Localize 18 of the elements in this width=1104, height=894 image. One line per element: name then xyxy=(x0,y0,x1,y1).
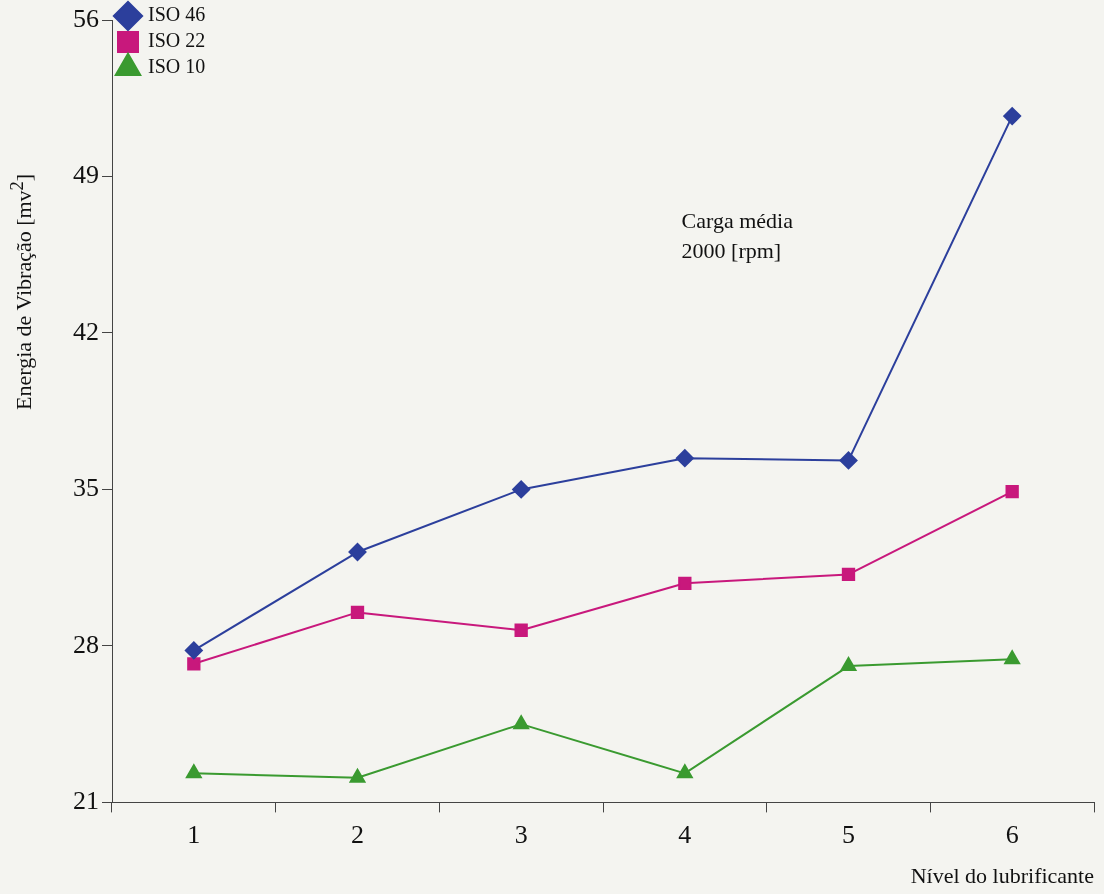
legend-label: ISO 10 xyxy=(148,55,206,78)
y-tick-label: 28 xyxy=(73,629,99,659)
y-tick-label: 42 xyxy=(73,316,99,346)
x-tick-label: 4 xyxy=(678,819,692,849)
y-tick-label: 56 xyxy=(73,3,99,33)
x-tick-label: 3 xyxy=(514,819,528,849)
x-tick-label: 5 xyxy=(842,819,855,849)
x-tick-label: 2 xyxy=(351,819,364,849)
y-tick-label: 21 xyxy=(73,786,99,816)
x-axis-title: Nível do lubrificante xyxy=(910,862,1094,888)
x-tick-label: 1 xyxy=(187,819,201,849)
legend-label: ISO 46 xyxy=(148,3,206,26)
y-tick-label: 35 xyxy=(73,473,99,503)
y-tick-label: 49 xyxy=(73,160,99,190)
x-tick-label: 6 xyxy=(1005,819,1019,849)
annotation: 2000 [rpm] xyxy=(681,238,782,264)
annotation: Carga média xyxy=(681,208,794,234)
legend-label: ISO 22 xyxy=(148,29,206,52)
